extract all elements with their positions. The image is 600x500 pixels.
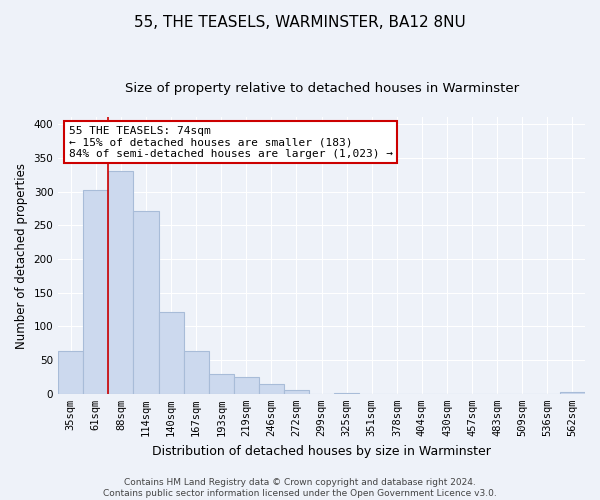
Bar [259,384,284,394]
Bar [284,390,309,394]
Bar [209,374,234,394]
Bar [184,350,209,394]
X-axis label: Distribution of detached houses by size in Warminster: Distribution of detached houses by size … [152,444,491,458]
Bar [133,211,158,394]
Text: 55 THE TEASELS: 74sqm
← 15% of detached houses are smaller (183)
84% of semi-det: 55 THE TEASELS: 74sqm ← 15% of detached … [69,126,393,159]
Bar [334,393,359,394]
Bar [109,172,133,394]
Bar [234,377,259,394]
Bar [158,312,184,394]
Bar [560,392,585,394]
Bar [58,352,83,394]
Y-axis label: Number of detached properties: Number of detached properties [15,162,28,348]
Title: Size of property relative to detached houses in Warminster: Size of property relative to detached ho… [125,82,518,96]
Bar [83,190,109,394]
Text: Contains HM Land Registry data © Crown copyright and database right 2024.
Contai: Contains HM Land Registry data © Crown c… [103,478,497,498]
Text: 55, THE TEASELS, WARMINSTER, BA12 8NU: 55, THE TEASELS, WARMINSTER, BA12 8NU [134,15,466,30]
